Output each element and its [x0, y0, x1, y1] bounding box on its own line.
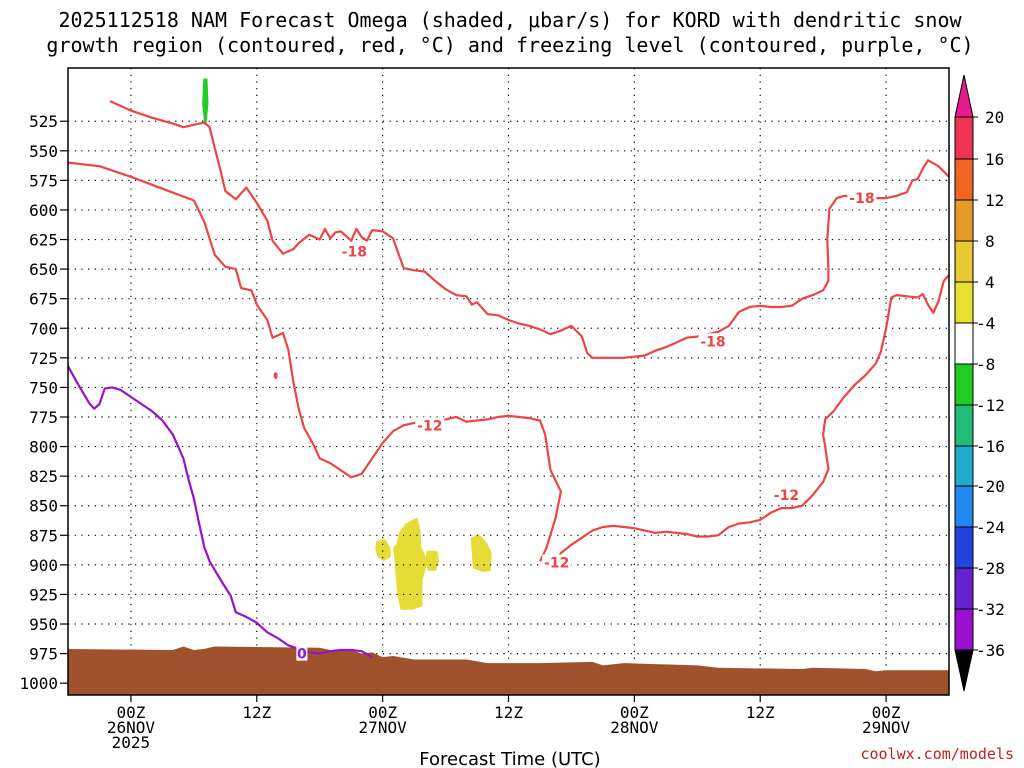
colorbar-label: 16	[985, 150, 1004, 169]
x-tick-label: 26NOV	[107, 718, 156, 737]
colorbar-label: -8	[976, 355, 995, 374]
x-tick-label: 2025	[112, 733, 151, 752]
y-tick-label: 750	[29, 378, 58, 397]
contours	[68, 100, 949, 659]
y-axis: 525 550 575 600 625 650 675 700 725 750 775 800 825 8…	[19, 112, 68, 693]
chart-title-line2: growth region (contoured, red, °C) and f…	[46, 33, 973, 57]
snow-growth-contour-minus-12-right	[552, 273, 949, 564]
chart-title-line1: 2025112518 NAM Forecast Omega (shaded, μ…	[58, 8, 962, 32]
y-tick-label: 875	[29, 526, 58, 545]
contour-label: -12	[417, 418, 442, 434]
colorbar-segment	[954, 240, 974, 283]
y-tick-label: 775	[29, 408, 58, 427]
credit-text: coolwx.com/models	[860, 745, 1014, 763]
x-tick-label: 00Z	[620, 703, 649, 722]
contour-label: -12	[544, 556, 569, 572]
colorbar-segment	[954, 322, 974, 365]
contour-label-bg	[415, 417, 445, 433]
colorbar: 20 16 12 8 4 -4 -8 -12 -16 -20 -24 -28 -32 -36	[954, 74, 1005, 692]
colorbar-segment	[954, 608, 974, 651]
omega-region-sinking-0	[202, 78, 209, 125]
y-tick-label: 725	[29, 349, 58, 368]
x-tick-label: 12Z	[242, 703, 271, 722]
x-tick-label: 28NOV	[610, 718, 659, 737]
y-tick-label: 900	[29, 556, 58, 575]
omega-region-rising-2	[425, 550, 440, 571]
colorbar-label: -24	[976, 518, 1005, 537]
contour-labels: -18 -18 -18 -12 -12 -12 0	[296, 190, 877, 663]
colorbar-label: -32	[976, 600, 1005, 619]
ground	[68, 646, 949, 695]
y-tick-label: 850	[29, 497, 58, 516]
x-tick-label: 27NOV	[359, 718, 408, 737]
y-tick-label: 700	[29, 319, 58, 338]
y-tick-label: 600	[29, 201, 58, 220]
x-tick-label: 00Z	[116, 703, 145, 722]
colorbar-label: -12	[976, 396, 1005, 415]
colorbar-label: -28	[976, 559, 1005, 578]
x-axis-label: Forecast Time (UTC)	[419, 749, 600, 768]
colorbar-label: 4	[985, 273, 995, 292]
y-tick-label: 650	[29, 260, 58, 279]
y-tick-label: 825	[29, 467, 58, 486]
colorbar-segment	[954, 485, 974, 528]
contour-label-bg	[339, 243, 369, 259]
y-tick-label: 550	[29, 142, 58, 161]
colorbar-segment	[954, 281, 974, 324]
colorbar-top-arrow	[954, 74, 974, 118]
ground-fill	[68, 646, 949, 695]
colorbar-segment	[954, 567, 974, 610]
colorbar-label: -20	[976, 477, 1005, 496]
y-tick-label: 800	[29, 438, 58, 457]
colorbar-label: 12	[985, 191, 1004, 210]
omega-region-rising-1	[393, 517, 427, 610]
colorbar-label: 8	[985, 232, 995, 251]
contour-label: -18	[342, 244, 367, 260]
omega-region-rising-3	[470, 534, 492, 572]
omega-region-rising-0	[375, 538, 391, 562]
y-tick-label: 625	[29, 231, 58, 250]
colorbar-bottom-arrow	[954, 649, 974, 692]
contour-label: -12	[774, 488, 799, 504]
x-tick-label: 12Z	[494, 703, 523, 722]
contour-label-bg	[542, 554, 572, 570]
omega-shading	[202, 78, 492, 610]
colorbar-segment	[954, 158, 974, 201]
contour-label: 0	[297, 647, 307, 663]
contour-label: -18	[849, 191, 874, 207]
x-tick-label: 12Z	[746, 703, 775, 722]
y-tick-label: 975	[29, 645, 58, 664]
contour-label-bg	[771, 487, 801, 503]
y-tick-label: 575	[29, 171, 58, 190]
colorbar-label: -4	[976, 314, 995, 333]
colorbar-segment	[954, 363, 974, 406]
contour-label-bg	[847, 190, 877, 206]
colorbar-segment	[954, 199, 974, 242]
contour-label-bg	[296, 645, 308, 661]
colorbar-segment	[954, 116, 974, 160]
snow-growth-contour-minus-18-upper	[68, 161, 563, 562]
snow-growth-contour-minus-18-lower	[109, 100, 949, 359]
colorbar-segment	[954, 404, 974, 447]
y-tick-label: 1000	[19, 674, 58, 693]
colorbar-segment	[954, 526, 974, 569]
y-tick-label: 675	[29, 290, 58, 309]
isolated-contour-blob	[273, 372, 278, 380]
colorbar-segment	[954, 445, 974, 487]
contour-label: -18	[700, 334, 725, 350]
y-tick-label: 525	[29, 112, 58, 131]
y-tick-label: 950	[29, 615, 58, 634]
colorbar-label: -36	[976, 641, 1005, 660]
colorbar-label: -16	[976, 437, 1005, 456]
grid	[68, 68, 949, 695]
x-tick-label: 00Z	[368, 703, 397, 722]
contour-label-bg	[698, 333, 728, 349]
y-tick-label: 925	[29, 585, 58, 604]
colorbar-label: 20	[985, 108, 1004, 127]
x-tick-label: 29NOV	[862, 718, 911, 737]
x-tick-label: 00Z	[872, 703, 901, 722]
freezing-level-contour	[68, 364, 373, 659]
